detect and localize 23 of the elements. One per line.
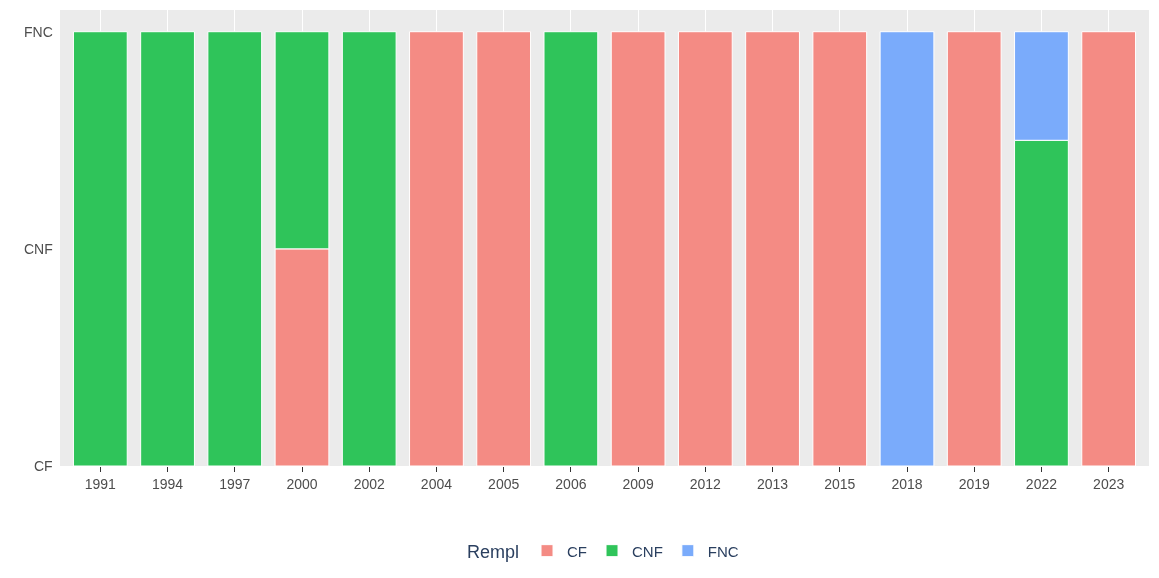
x-tick-label: 1997 [219,475,251,492]
x-tick-label: 2002 [353,475,385,492]
x-tick-label: 2022 [1025,475,1058,492]
x-tick-label: 2019 [958,475,990,492]
legend-label: CNF [632,542,663,560]
text: FNC [24,24,53,40]
x-tick-label: 2009 [622,475,654,492]
x-tick-label: 2015 [824,475,856,492]
x-tick-label: 2000 [286,475,318,492]
x-tick-label: 1994 [151,475,184,492]
legend-title: Rempl [467,541,520,562]
x-tick-label: 2012 [689,475,722,492]
text: CF [34,458,53,474]
legend-label: FNC [707,542,739,560]
x-tick-label: 2013 [756,475,789,492]
x-tick-label: 2018 [891,475,923,492]
x-tick-label: 2005 [488,475,520,492]
x-tick-label: 2006 [555,475,587,492]
x-tick-label: 1991 [84,475,117,492]
legend-label: CF [567,542,588,560]
text: CNF [24,241,53,257]
x-tick-label: 2023 [1093,475,1125,492]
x-tick-label: 2004 [420,475,453,492]
